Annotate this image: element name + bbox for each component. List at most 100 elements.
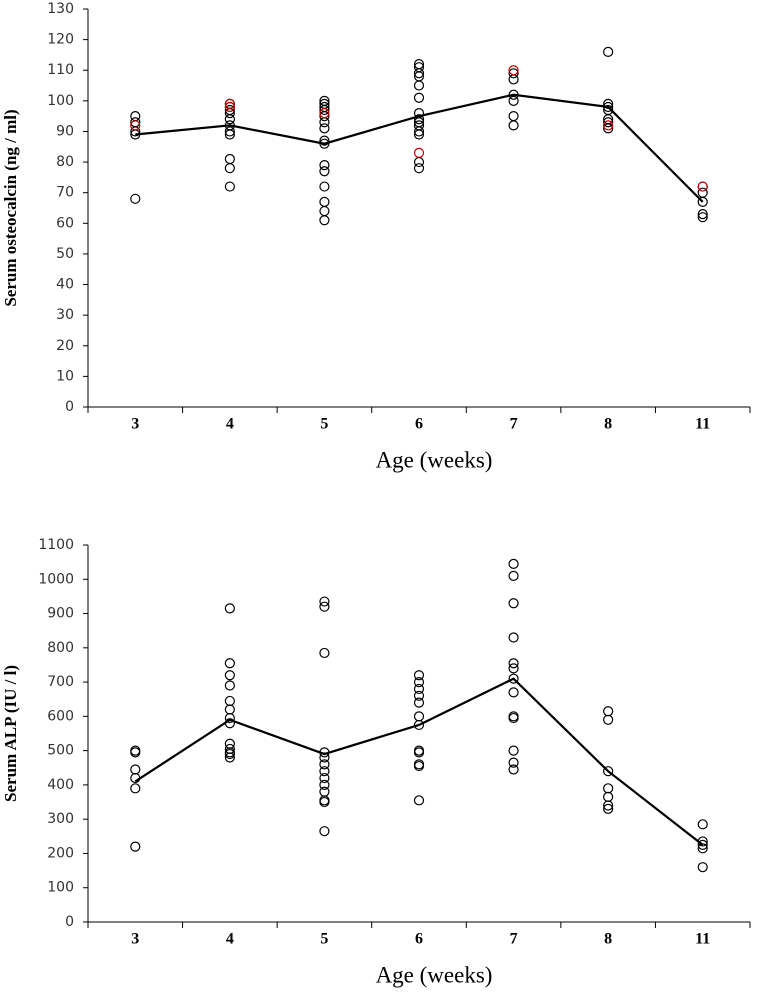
data-point: [224, 658, 235, 669]
x-axis-label: Age (weeks): [376, 962, 493, 987]
data-point: [413, 114, 425, 125]
data-point: [508, 658, 519, 669]
x-tick-label: 11: [695, 416, 710, 433]
data-point: [508, 745, 519, 756]
x-tick-label: 3: [131, 931, 139, 948]
data-point: [130, 841, 141, 852]
data-point: [413, 68, 425, 79]
data-point: [508, 673, 519, 684]
y-tick-label: 90: [56, 123, 74, 139]
data-point: [319, 647, 330, 659]
data-point: [603, 120, 614, 131]
data-point: [413, 676, 425, 688]
y-axis-label: Serum ALP (IU / l): [1, 665, 20, 802]
x-tick-label: 4: [226, 931, 234, 948]
data-point: [413, 80, 425, 91]
data-point: [319, 104, 330, 116]
data-point: [508, 65, 519, 76]
data-point: [319, 596, 330, 607]
data-point: [319, 772, 330, 784]
y-tick-label: 80: [56, 154, 74, 170]
data-point: [508, 111, 519, 122]
data-point: [697, 819, 708, 830]
y-tick-label: 70: [56, 185, 74, 201]
data-point: [508, 120, 519, 131]
data-point: [319, 766, 330, 777]
y-tick-label: 100: [47, 93, 74, 109]
y-tick-label: 300: [47, 811, 74, 827]
y-tick-label: 10: [56, 368, 74, 384]
data-point: [508, 764, 519, 775]
data-point: [319, 181, 330, 192]
data-point: [508, 757, 519, 768]
data-point: [224, 181, 235, 192]
data-point: [224, 670, 235, 681]
y-tick-label: 60: [56, 215, 74, 231]
data-point: [413, 126, 425, 137]
x-tick-label: 7: [510, 931, 518, 948]
data-point: [508, 68, 519, 79]
y-tick-label: 0: [65, 399, 74, 415]
data-point: [413, 760, 425, 772]
data-point: [319, 123, 330, 134]
data-point: [130, 126, 141, 137]
y-tick-label: 120: [47, 32, 74, 48]
data-point: [224, 704, 235, 715]
data-point: [319, 166, 330, 177]
data-point: [224, 738, 235, 749]
data-point: [224, 129, 235, 140]
y-axis-label: Serum osteocalcin (ng / ml): [1, 109, 20, 306]
data-point: [319, 196, 330, 207]
data-point: [224, 98, 235, 110]
x-tick-label: 3: [131, 416, 139, 433]
data-point: [603, 714, 614, 725]
data-point: [697, 196, 708, 207]
y-tick-label: 900: [47, 606, 74, 622]
data-point: [413, 147, 425, 158]
data-point: [319, 779, 330, 791]
data-point: [413, 719, 425, 731]
y-tick-label: 130: [47, 1, 74, 17]
data-point: [413, 92, 425, 103]
data-point: [508, 95, 519, 106]
data-point: [697, 181, 708, 192]
y-tick-label: 20: [56, 338, 74, 354]
y-tick-label: 110: [47, 62, 74, 78]
data-point: [319, 135, 330, 146]
data-point: [224, 712, 235, 724]
data-point: [224, 153, 235, 165]
data-point: [508, 632, 519, 643]
data-point: [413, 129, 425, 140]
data-point: [413, 711, 425, 722]
x-tick-label: 5: [320, 416, 328, 433]
data-point: [130, 120, 141, 131]
data-point: [603, 791, 614, 803]
data-point: [413, 697, 425, 708]
data-point: [508, 663, 519, 674]
data-point: [224, 163, 235, 174]
data-point: [130, 783, 141, 794]
x-tick-label: 11: [695, 931, 710, 948]
data-point: [224, 695, 235, 707]
data-point: [130, 747, 141, 758]
y-tick-label: 700: [47, 674, 74, 690]
data-point: [697, 212, 708, 223]
y-tick-label: 40: [56, 277, 74, 293]
x-tick-label: 6: [415, 416, 423, 433]
data-point: [413, 747, 425, 758]
data-point: [319, 759, 330, 770]
x-tick-label: 7: [510, 416, 518, 433]
data-point: [603, 800, 614, 811]
y-tick-label: 0: [65, 914, 74, 930]
x-tick-label: 8: [604, 931, 612, 948]
data-point: [603, 766, 614, 777]
mean-line: [134, 677, 704, 846]
data-point: [319, 111, 330, 122]
data-point: [319, 826, 330, 837]
data-point: [413, 163, 425, 174]
data-point: [224, 748, 235, 760]
y-tick-label: 400: [47, 777, 74, 793]
data-point: [413, 670, 425, 681]
y-tick-label: 50: [56, 246, 74, 262]
data-point: [697, 209, 708, 220]
